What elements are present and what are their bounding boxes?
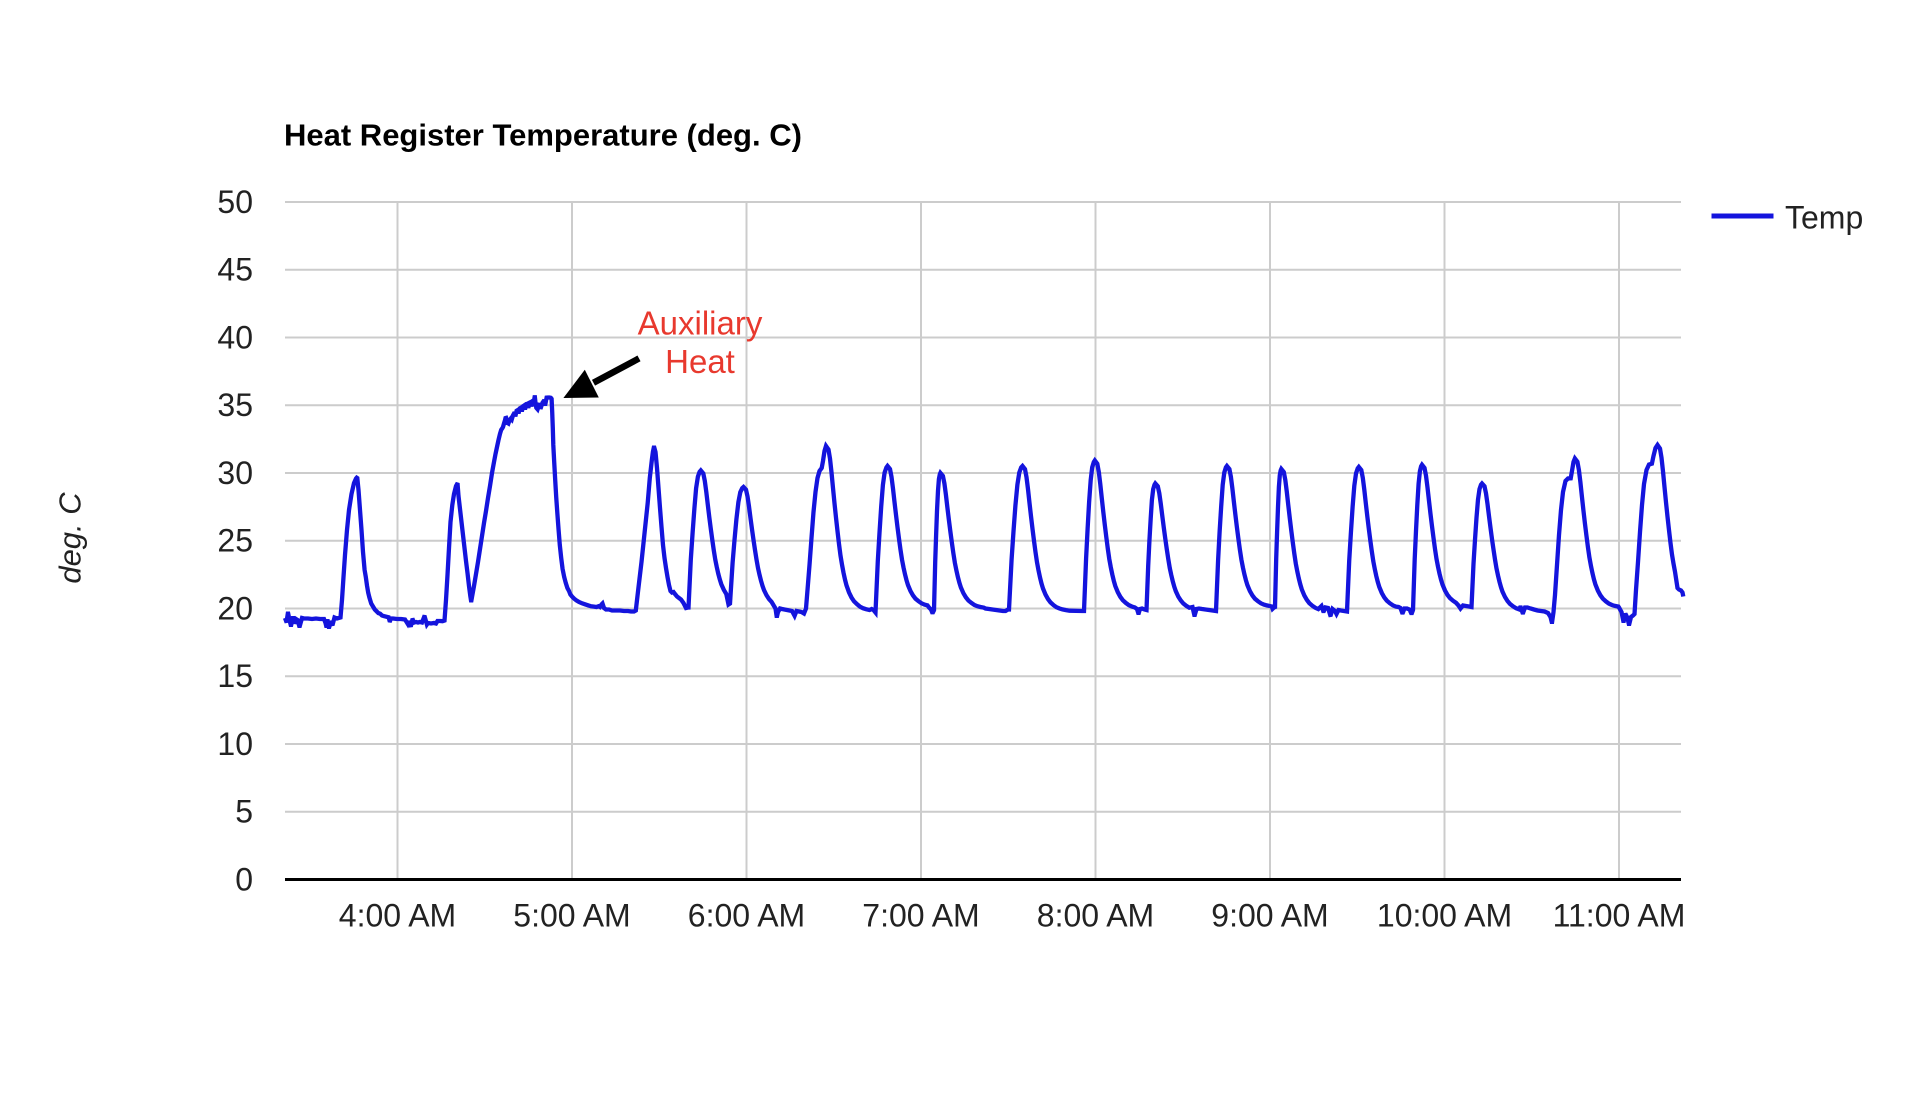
svg-text:Heat: Heat <box>665 343 735 380</box>
svg-text:Heat Register Temperature (deg: Heat Register Temperature (deg. C) <box>284 118 802 153</box>
svg-text:25: 25 <box>217 523 253 559</box>
svg-text:6:00 AM: 6:00 AM <box>688 898 805 934</box>
svg-text:50: 50 <box>217 184 253 220</box>
svg-text:15: 15 <box>217 658 253 694</box>
svg-text:Auxiliary: Auxiliary <box>638 305 763 342</box>
svg-text:5: 5 <box>235 794 253 830</box>
svg-text:8:00 AM: 8:00 AM <box>1037 898 1154 934</box>
svg-text:20: 20 <box>217 590 253 626</box>
svg-text:9:00 AM: 9:00 AM <box>1211 898 1328 934</box>
svg-text:4:00 AM: 4:00 AM <box>339 898 456 934</box>
svg-text:35: 35 <box>217 387 253 423</box>
svg-text:0: 0 <box>235 861 253 897</box>
svg-text:11:00 AM: 11:00 AM <box>1553 898 1686 934</box>
svg-text:40: 40 <box>217 319 253 355</box>
svg-text:10: 10 <box>217 726 253 762</box>
svg-text:45: 45 <box>217 252 253 288</box>
svg-text:30: 30 <box>217 455 253 491</box>
svg-text:7:00 AM: 7:00 AM <box>862 898 979 934</box>
svg-text:10:00 AM: 10:00 AM <box>1377 898 1512 934</box>
svg-text:deg. C: deg. C <box>53 492 88 584</box>
svg-text:5:00 AM: 5:00 AM <box>513 898 630 934</box>
svg-text:Temp: Temp <box>1785 200 1863 236</box>
